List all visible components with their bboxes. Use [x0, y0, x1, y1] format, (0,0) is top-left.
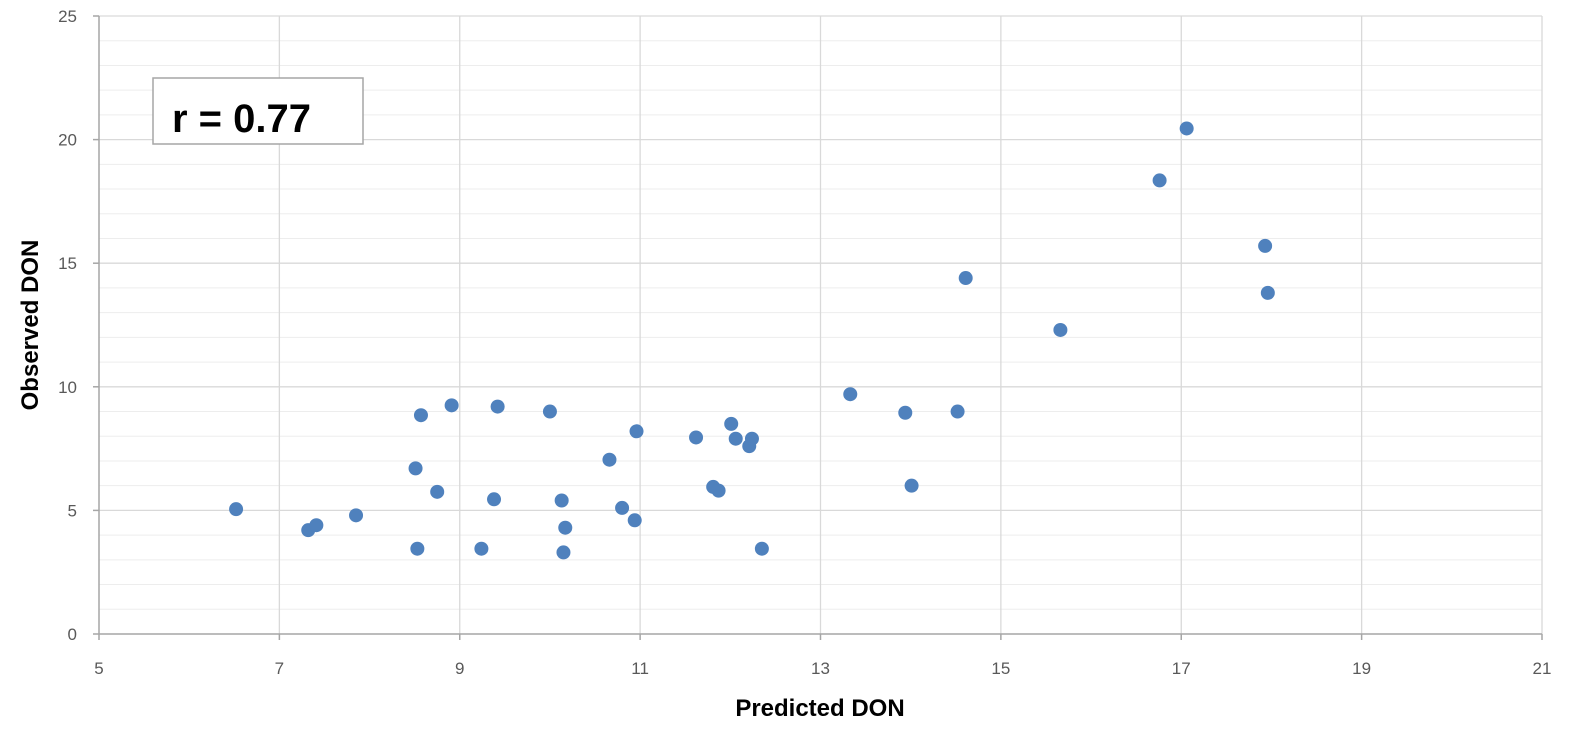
y-tick-label: 5	[68, 501, 77, 520]
annotation-text: r = 0.77	[172, 97, 311, 141]
data-point	[487, 492, 502, 507]
y-tick-label: 25	[58, 7, 77, 26]
data-point	[430, 484, 445, 499]
data-point	[615, 500, 630, 515]
data-point	[1258, 238, 1273, 253]
x-axis-title: Predicted DON	[735, 695, 904, 722]
data-point	[711, 483, 726, 498]
data-point	[554, 493, 569, 508]
data-point	[556, 545, 571, 560]
data-point	[724, 416, 739, 431]
data-points	[229, 121, 1275, 560]
x-tick-label: 19	[1352, 659, 1371, 678]
data-point	[627, 513, 642, 528]
data-point	[958, 271, 973, 286]
correlation-annotation: r = 0.77	[152, 77, 364, 145]
data-point	[602, 452, 617, 467]
x-tick-label: 13	[811, 659, 830, 678]
data-point	[754, 541, 769, 556]
data-point	[1152, 173, 1167, 188]
data-point	[689, 430, 704, 445]
data-point	[1260, 285, 1275, 300]
data-point	[542, 404, 557, 419]
x-tick-label: 11	[631, 659, 649, 678]
y-tick-labels: 0 5 10 15 20 25	[58, 7, 77, 644]
x-tick-label: 7	[275, 659, 284, 678]
data-point	[474, 541, 489, 556]
data-point	[229, 502, 244, 517]
data-point	[408, 461, 423, 476]
x-tick-labels: 5 7 9 11 13 15 17 19 21	[94, 659, 1551, 678]
data-point	[843, 387, 858, 402]
data-point	[558, 520, 573, 535]
data-point	[898, 405, 913, 420]
data-point	[490, 399, 505, 414]
y-tick-label: 0	[68, 625, 77, 644]
y-axis-title: Observed DON	[17, 240, 44, 411]
data-point	[349, 508, 364, 523]
x-tick-label: 17	[1172, 659, 1191, 678]
data-point	[728, 431, 743, 446]
data-point	[744, 431, 759, 446]
data-point	[629, 424, 644, 439]
data-point	[1053, 322, 1068, 337]
data-point	[444, 398, 459, 413]
y-tick-label: 10	[58, 378, 77, 397]
data-point	[413, 408, 428, 423]
data-point	[309, 518, 324, 533]
annotation-box	[152, 77, 364, 145]
x-tick-label: 5	[94, 659, 103, 678]
data-point	[1179, 121, 1194, 136]
x-tick-label: 21	[1533, 659, 1552, 678]
data-point	[904, 478, 919, 493]
data-point	[950, 404, 965, 419]
x-tick-label: 15	[991, 659, 1010, 678]
y-tick-label: 20	[58, 131, 77, 150]
y-tick-label: 15	[58, 254, 77, 273]
data-point	[410, 541, 425, 556]
axes	[93, 15, 1543, 640]
x-tick-label: 9	[455, 659, 464, 678]
